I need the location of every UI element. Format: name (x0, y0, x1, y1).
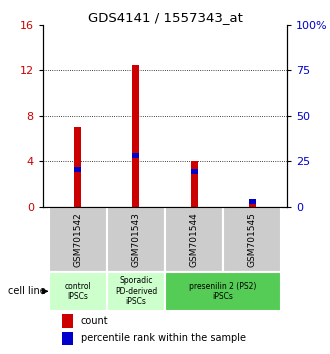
FancyBboxPatch shape (107, 272, 165, 311)
Text: GSM701544: GSM701544 (189, 212, 199, 267)
Bar (249, 199, 256, 204)
Text: GSM701542: GSM701542 (73, 212, 82, 267)
Bar (74, 167, 81, 172)
FancyBboxPatch shape (223, 207, 281, 272)
FancyBboxPatch shape (49, 272, 107, 311)
Text: GSM701545: GSM701545 (248, 212, 257, 267)
Bar (132, 65, 139, 207)
FancyBboxPatch shape (49, 207, 107, 272)
FancyBboxPatch shape (165, 272, 281, 311)
Bar (74, 127, 81, 207)
Text: control
IPSCs: control IPSCs (64, 282, 91, 301)
FancyBboxPatch shape (107, 207, 165, 272)
Bar (191, 169, 198, 174)
Bar (191, 161, 198, 207)
Text: count: count (81, 316, 108, 326)
Bar (249, 204, 256, 207)
Text: percentile rank within the sample: percentile rank within the sample (81, 333, 246, 343)
Text: GSM701543: GSM701543 (131, 212, 141, 267)
Bar (62, 332, 73, 345)
Text: cell line: cell line (8, 286, 46, 296)
Text: Sporadic
PD-derived
iPSCs: Sporadic PD-derived iPSCs (115, 276, 157, 306)
Bar (132, 153, 139, 158)
FancyBboxPatch shape (165, 207, 223, 272)
Title: GDS4141 / 1557343_at: GDS4141 / 1557343_at (87, 11, 243, 24)
Text: presenilin 2 (PS2)
iPSCs: presenilin 2 (PS2) iPSCs (189, 282, 257, 301)
Bar (62, 314, 73, 327)
